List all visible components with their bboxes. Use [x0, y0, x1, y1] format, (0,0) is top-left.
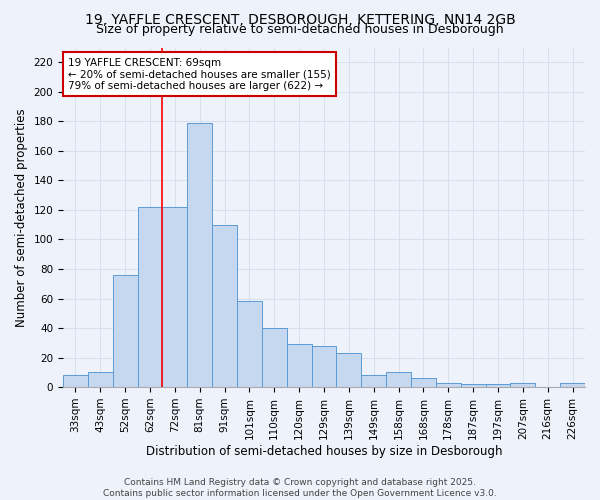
Text: 19, YAFFLE CRESCENT, DESBOROUGH, KETTERING, NN14 2GB: 19, YAFFLE CRESCENT, DESBOROUGH, KETTERI… [85, 12, 515, 26]
Bar [511, 382, 535, 387]
Text: 19 YAFFLE CRESCENT: 69sqm
← 20% of semi-detached houses are smaller (155)
79% of: 19 YAFFLE CRESCENT: 69sqm ← 20% of semi-… [68, 58, 331, 91]
X-axis label: Distribution of semi-detached houses by size in Desborough: Distribution of semi-detached houses by … [146, 444, 502, 458]
Bar [63, 376, 88, 387]
Bar [560, 382, 585, 387]
Bar [386, 372, 411, 387]
Text: Contains HM Land Registry data © Crown copyright and database right 2025.
Contai: Contains HM Land Registry data © Crown c… [103, 478, 497, 498]
Text: Size of property relative to semi-detached houses in Desborough: Size of property relative to semi-detach… [96, 22, 504, 36]
Bar [113, 275, 137, 387]
Y-axis label: Number of semi-detached properties: Number of semi-detached properties [15, 108, 28, 326]
Bar [262, 328, 287, 387]
Bar [361, 376, 386, 387]
Bar [137, 207, 163, 387]
Bar [287, 344, 311, 387]
Bar [337, 353, 361, 387]
Bar [411, 378, 436, 387]
Bar [88, 372, 113, 387]
Bar [461, 384, 485, 387]
Bar [485, 384, 511, 387]
Bar [163, 207, 187, 387]
Bar [436, 382, 461, 387]
Bar [311, 346, 337, 387]
Bar [237, 302, 262, 387]
Bar [212, 224, 237, 387]
Bar [187, 123, 212, 387]
